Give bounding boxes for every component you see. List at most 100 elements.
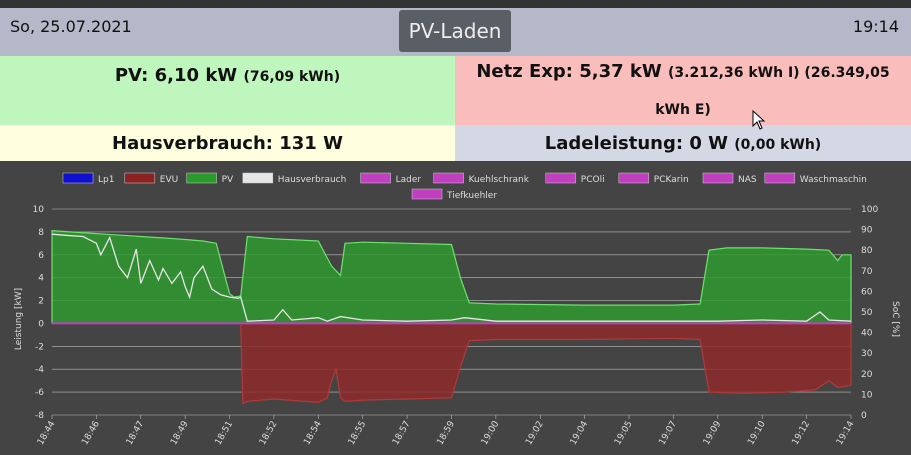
legend-item-pv[interactable]: PV bbox=[186, 172, 234, 185]
legend-swatch bbox=[186, 172, 217, 184]
hausverbrauch-value: Hausverbrauch: 131 W bbox=[112, 132, 343, 154]
y-tick-label: -8 bbox=[35, 411, 44, 421]
y2-tick-label: 10 bbox=[861, 390, 873, 400]
legend-label: NAS bbox=[738, 175, 757, 185]
x-tick-label: 19:02 bbox=[524, 420, 546, 447]
x-tick-label: 18:52 bbox=[258, 420, 280, 447]
y2-tick-label: 50 bbox=[861, 308, 873, 318]
y-tick-label: 6 bbox=[38, 251, 44, 261]
x-tick-label: 18:49 bbox=[169, 419, 191, 447]
legend-swatch bbox=[618, 172, 650, 184]
chart-areas bbox=[51, 230, 852, 405]
legend-swatch bbox=[764, 172, 796, 184]
legend-label: Tiefkuehler bbox=[446, 191, 497, 201]
legend-item-kuehlschrank[interactable]: Kuehlschrank bbox=[433, 172, 530, 185]
x-tick-label: 19:07 bbox=[657, 420, 679, 447]
x-tick-label: 18:57 bbox=[391, 420, 413, 447]
y-tick-label: 0 bbox=[38, 319, 44, 329]
x-tick-label: 19:12 bbox=[791, 420, 813, 447]
legend-item-evu[interactable]: EVU bbox=[124, 172, 178, 185]
ladeleistung-value: Ladeleistung: 0 W bbox=[544, 132, 728, 154]
legend-label: PCOli bbox=[581, 175, 605, 185]
x-axis: 18:44 18:46 18:47 18:49 18:51 18:52 18:54 18:55… bbox=[36, 415, 857, 447]
legend-label: EVU bbox=[160, 175, 178, 185]
netz-energy: (3.212,36 kWh I) (26.349,05 kWh E) bbox=[655, 64, 890, 118]
ladeleistung-energy: (0,00 kWh) bbox=[734, 136, 822, 153]
y2-tick-label: 40 bbox=[861, 329, 873, 339]
pv-tile: PV: 6,10 kW (76,09 kWh) bbox=[0, 56, 455, 125]
legend-item-pcoli[interactable]: PCOli bbox=[545, 172, 605, 185]
time-label: 19:14 bbox=[852, 17, 899, 36]
legend-item-tiefkuehler[interactable]: Tiefkuehler bbox=[411, 188, 497, 201]
y-tick-label: 8 bbox=[38, 228, 44, 238]
header-bar: So, 25.07.2021 PV-Laden 19:14 bbox=[0, 8, 911, 56]
x-tick-label: 19:00 bbox=[480, 419, 502, 447]
legend-label: PCKarin bbox=[654, 175, 689, 185]
hausverbrauch-tile: Hausverbrauch: 131 W bbox=[0, 125, 455, 161]
series-hausverbrauch-line bbox=[51, 233, 852, 322]
legend-swatch bbox=[545, 172, 577, 184]
x-tick-label: 18:59 bbox=[435, 419, 457, 447]
date-label: So, 25.07.2021 bbox=[10, 17, 132, 36]
y-axis-left: 10 8 6 4 2 0 -2 -4 -6 -8 bbox=[33, 205, 45, 421]
netz-tile: Netz Exp: 5,37 kW (3.212,36 kWh I) (26.3… bbox=[455, 56, 911, 125]
chart-lines bbox=[51, 233, 852, 325]
legend-swatch bbox=[702, 172, 734, 184]
x-tick-label: 18:51 bbox=[214, 420, 236, 447]
x-tick-label: 18:55 bbox=[347, 420, 369, 447]
legend-swatch bbox=[242, 172, 274, 184]
x-tick-label: 18:54 bbox=[302, 419, 324, 447]
x-tick-label: 19:04 bbox=[569, 419, 591, 447]
series-evu-area bbox=[51, 322, 852, 405]
mouse-cursor-icon bbox=[752, 110, 766, 130]
legend-swatch bbox=[411, 188, 443, 200]
x-tick-label: 19:14 bbox=[835, 419, 857, 447]
x-tick-label: 19:05 bbox=[613, 420, 635, 447]
y2-tick-label: 60 bbox=[861, 287, 873, 297]
legend-item-lp1[interactable]: Lp1 bbox=[62, 172, 114, 185]
top-bar bbox=[0, 0, 911, 8]
page-title-button[interactable]: PV-Laden bbox=[399, 10, 511, 52]
y2-tick-label: 0 bbox=[861, 411, 867, 421]
y2-tick-label: 70 bbox=[861, 267, 873, 277]
legend-item-lader[interactable]: Lader bbox=[360, 172, 422, 185]
legend-label: Kuehlschrank bbox=[469, 175, 530, 185]
legend-swatch bbox=[360, 172, 391, 184]
x-tick-label: 18:44 bbox=[36, 419, 58, 447]
x-tick-label: 18:46 bbox=[80, 419, 102, 447]
legend-item-hausverbrauch[interactable]: Hausverbrauch bbox=[242, 172, 347, 185]
legend-label: Waschmaschin bbox=[800, 175, 867, 185]
series-pv-area bbox=[51, 230, 852, 325]
pv-energy: (76,09 kWh) bbox=[243, 69, 341, 85]
pv-power: PV: 6,10 kW bbox=[114, 65, 238, 86]
y-tick-label: -6 bbox=[35, 388, 44, 398]
y-axis-title: Leistung [kW] bbox=[14, 288, 24, 350]
chart-legend[interactable]: Lp1 EVU PV Hausverbrauch Lader Kuehlschrank PC… bbox=[62, 172, 867, 201]
power-chart: Lp1 EVU PV Hausverbrauch Lader Kuehlschrank PC… bbox=[0, 161, 911, 455]
y2-tick-label: 90 bbox=[861, 226, 873, 236]
legend-item-nas[interactable]: NAS bbox=[702, 172, 757, 185]
legend-label: PV bbox=[222, 175, 234, 185]
x-tick-label: 18:47 bbox=[125, 420, 147, 447]
y-tick-label: 10 bbox=[33, 205, 45, 215]
y-tick-label: -2 bbox=[35, 342, 44, 352]
legend-label: Lader bbox=[396, 175, 422, 185]
legend-item-pckarin[interactable]: PCKarin bbox=[618, 172, 689, 185]
y2-tick-label: 100 bbox=[861, 205, 878, 215]
legend-swatch bbox=[62, 172, 94, 184]
legend-label: Hausverbrauch bbox=[278, 175, 347, 185]
legend-swatch bbox=[124, 172, 156, 184]
y-tick-label: 2 bbox=[38, 297, 44, 307]
x-tick-label: 19:10 bbox=[746, 419, 768, 447]
legend-item-waschmaschin[interactable]: Waschmaschin bbox=[764, 172, 867, 185]
legend-swatch bbox=[433, 172, 464, 184]
netz-export-power: Netz Exp: 5,37 kW bbox=[476, 60, 662, 82]
legend-label: Lp1 bbox=[98, 175, 114, 185]
y2-axis-title: SoC [%] bbox=[890, 301, 900, 337]
y2-tick-label: 80 bbox=[861, 246, 873, 256]
y2-tick-label: 20 bbox=[861, 370, 873, 380]
y2-tick-label: 30 bbox=[861, 349, 873, 359]
ladeleistung-tile: Ladeleistung: 0 W (0,00 kWh) bbox=[455, 125, 911, 161]
x-tick-label: 19:09 bbox=[702, 419, 724, 447]
